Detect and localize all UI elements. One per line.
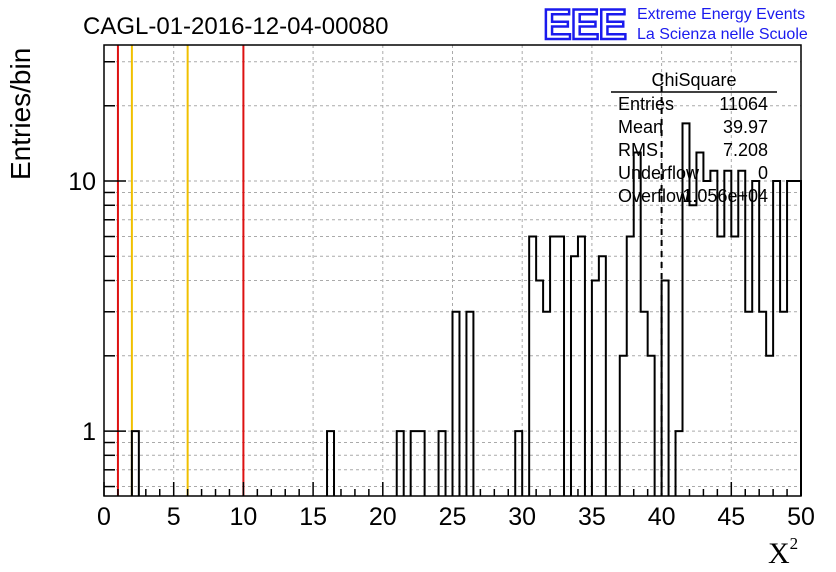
x-tick-label: 10	[229, 503, 257, 531]
y-tick-label: 1	[82, 418, 96, 446]
stats-value-mean: 39.97	[723, 117, 768, 137]
logo-line-2: La Scienza nelle Scuole	[637, 26, 808, 43]
marker-lines	[116, 45, 245, 496]
axis-ticks	[103, 60, 802, 496]
x-tick-label: 0	[97, 503, 111, 531]
stats-value-underflow: 0	[758, 163, 768, 183]
eee-logo-mark: EEE	[543, 1, 626, 49]
stats-label-underflow: Underflow	[618, 163, 700, 183]
x-tick-label: 20	[369, 503, 397, 531]
stats-label-overflow: Overflow	[618, 186, 690, 206]
stats-value-rms: 7.208	[723, 140, 768, 160]
stats-box: ChiSquare Entries 11064 Mean 39.97 RMS 7…	[611, 70, 777, 206]
stats-value-overflow: 1.056e+04	[682, 186, 768, 206]
x-tick-labels: 0 5 10 15 20 25 30 35 40 45 50	[97, 503, 815, 531]
x-tick-label: 35	[578, 503, 606, 531]
x-tick-label: 5	[167, 503, 181, 531]
stats-label-entries: Entries	[618, 94, 674, 114]
y-axis-label: Entries/bin	[5, 48, 36, 180]
chart-title: CAGL-01-2016-12-04-00080	[83, 13, 389, 40]
x-tick-label: 40	[648, 503, 676, 531]
eee-logo: EEE Extreme Energy Events La Scienza nel…	[542, 0, 808, 50]
x-tick-label: 50	[787, 503, 815, 531]
x-axis-label-superscript: 2	[790, 534, 799, 553]
stats-box-title: ChiSquare	[651, 70, 736, 90]
x-axis-label-base: X	[768, 537, 790, 570]
histogram-outline	[130, 122, 802, 496]
stats-label-rms: RMS	[618, 140, 658, 160]
x-tick-label: 45	[717, 503, 745, 531]
x-tick-label: 25	[439, 503, 467, 531]
logo-line-1: Extreme Energy Events	[637, 6, 805, 23]
y-tick-label: 10	[68, 168, 96, 196]
stats-value-entries: 11064	[719, 94, 768, 114]
y-tick-labels: 1 10	[68, 168, 96, 446]
x-tick-label: 15	[299, 503, 327, 531]
x-tick-label: 30	[508, 503, 536, 531]
stats-label-mean: Mean	[618, 117, 663, 137]
x-axis-label: X2	[768, 534, 798, 570]
